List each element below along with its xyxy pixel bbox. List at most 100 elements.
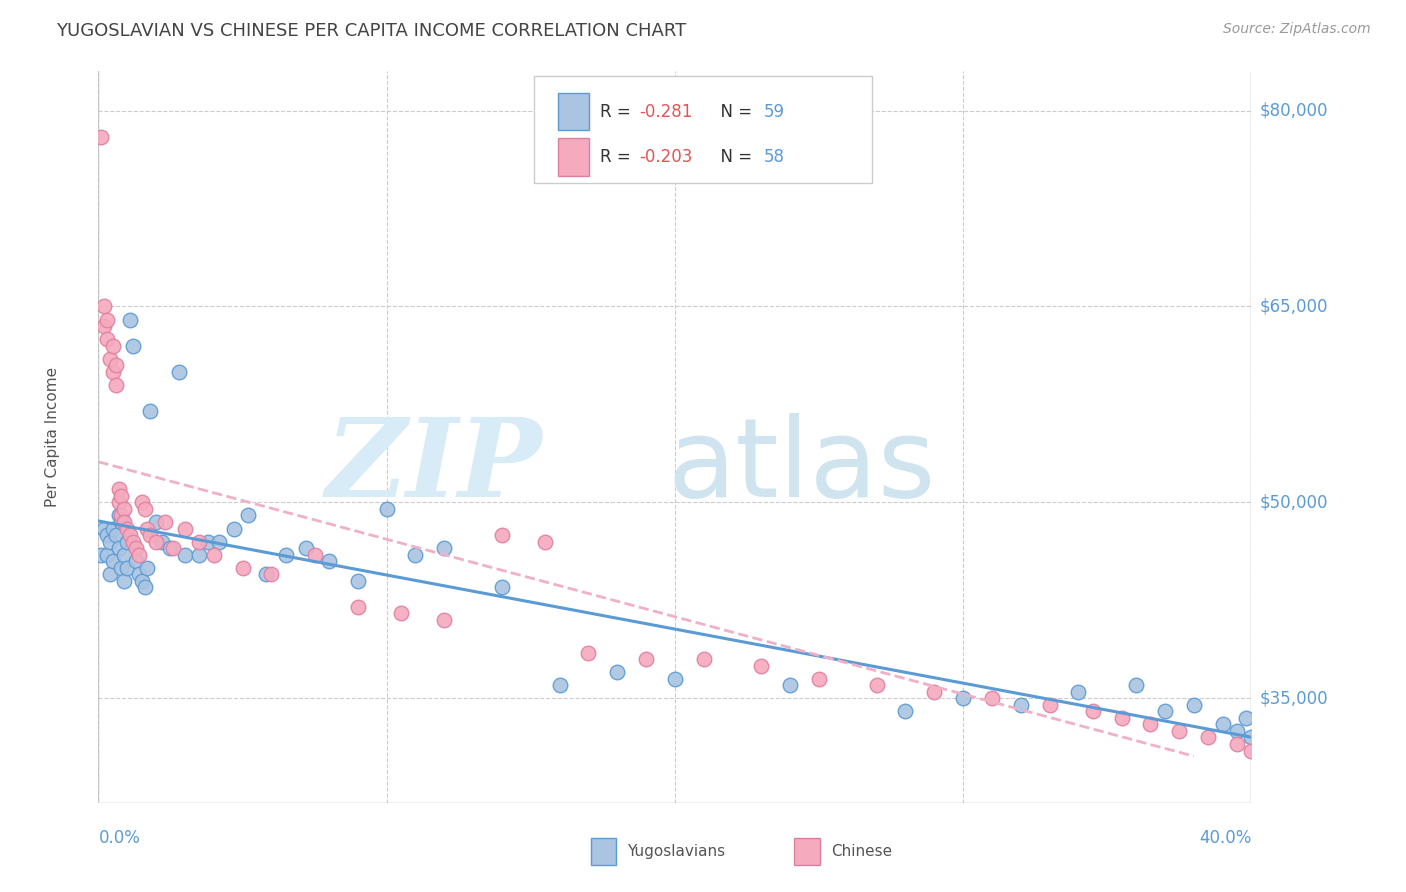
Point [197, 534, 219, 549]
Point [110, 489, 132, 503]
Point [188, 548, 211, 562]
Text: -0.203: -0.203 [640, 148, 693, 166]
Text: Source: ZipAtlas.com: Source: ZipAtlas.com [1223, 22, 1371, 37]
Text: N =: N = [710, 103, 758, 120]
Point [1240, 743, 1263, 757]
Point [120, 528, 142, 542]
Point [120, 312, 142, 326]
Point [104, 377, 127, 392]
Point [751, 658, 773, 673]
Point [1240, 731, 1263, 745]
Point [159, 541, 181, 555]
Point [139, 404, 162, 418]
Text: 58: 58 [763, 148, 785, 166]
Point [208, 534, 231, 549]
Point [96, 312, 118, 326]
Point [924, 685, 946, 699]
Point [104, 528, 127, 542]
Point [162, 541, 184, 555]
Point [808, 672, 831, 686]
Point [134, 580, 156, 594]
Point [153, 515, 176, 529]
Point [491, 580, 513, 594]
Point [107, 541, 129, 555]
Point [1039, 698, 1062, 712]
Point [96, 332, 118, 346]
Point [274, 548, 297, 562]
Point [606, 665, 628, 680]
Point [238, 508, 260, 523]
Text: 0.0%: 0.0% [98, 829, 141, 847]
Point [110, 515, 132, 529]
Point [1154, 705, 1177, 719]
Point [134, 502, 156, 516]
Point [98, 534, 121, 549]
Point [1111, 711, 1133, 725]
Point [112, 574, 135, 588]
Point [125, 541, 148, 555]
Text: Per Capita Income: Per Capita Income [45, 367, 60, 508]
Point [548, 678, 571, 692]
Point [125, 554, 148, 568]
Point [578, 646, 600, 660]
Point [1226, 723, 1249, 738]
Point [1081, 705, 1104, 719]
Point [112, 548, 135, 562]
Point [90, 548, 112, 562]
Point [101, 365, 124, 379]
Point [231, 560, 254, 574]
Point [222, 521, 245, 535]
Point [389, 607, 412, 621]
Point [346, 574, 368, 588]
Point [112, 515, 135, 529]
Point [98, 351, 121, 366]
Point [117, 560, 139, 574]
Point [779, 678, 801, 692]
Point [1234, 711, 1257, 725]
Point [139, 528, 162, 542]
Point [664, 672, 686, 686]
Text: $80,000: $80,000 [1260, 102, 1329, 120]
Text: atlas: atlas [668, 413, 936, 520]
Point [866, 678, 889, 692]
Text: R =: R = [600, 148, 637, 166]
Point [295, 541, 318, 555]
Point [1284, 763, 1306, 777]
Point [96, 548, 118, 562]
Point [131, 574, 153, 588]
Point [107, 495, 129, 509]
Text: R =: R = [600, 103, 637, 120]
Point [1168, 723, 1191, 738]
Point [145, 515, 167, 529]
Point [93, 319, 115, 334]
Text: ZIP: ZIP [326, 413, 543, 520]
Point [1226, 737, 1249, 751]
Point [107, 508, 129, 523]
Text: Yugoslavians: Yugoslavians [627, 845, 725, 859]
Point [981, 691, 1004, 706]
Point [405, 548, 427, 562]
Point [318, 554, 340, 568]
Point [93, 300, 115, 314]
Point [894, 705, 917, 719]
Point [93, 521, 115, 535]
Point [1212, 717, 1234, 731]
Point [136, 521, 159, 535]
Point [433, 613, 456, 627]
Point [1139, 717, 1161, 731]
Point [136, 560, 159, 574]
Point [260, 567, 283, 582]
Point [101, 554, 124, 568]
Text: $35,000: $35,000 [1260, 690, 1329, 707]
Point [1254, 750, 1277, 764]
Point [491, 528, 513, 542]
Text: -0.281: -0.281 [640, 103, 693, 120]
Point [188, 534, 211, 549]
Point [101, 338, 124, 352]
Point [1067, 685, 1090, 699]
Point [122, 338, 145, 352]
Text: $50,000: $50,000 [1260, 493, 1329, 511]
Point [107, 483, 129, 497]
Point [131, 495, 153, 509]
Point [375, 502, 398, 516]
